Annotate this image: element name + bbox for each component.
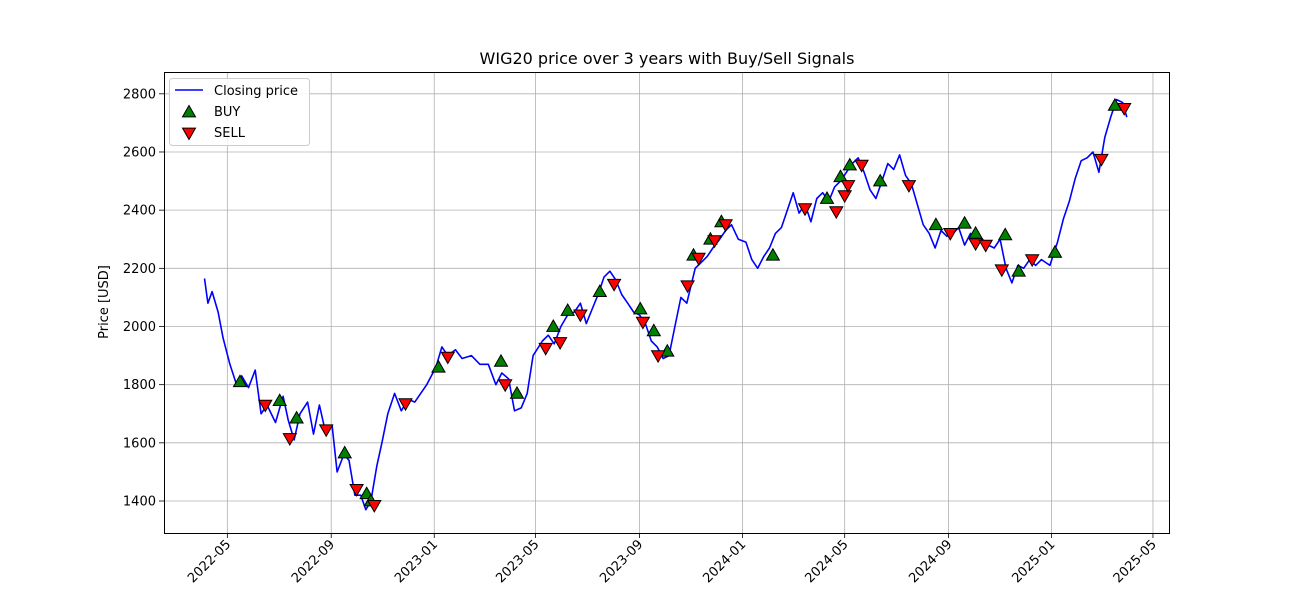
legend-box [169, 78, 310, 146]
sell-marker [635, 316, 651, 330]
buy-marker [1011, 263, 1027, 277]
sell-marker [840, 180, 856, 193]
series-layer [203, 98, 1128, 511]
x-tick-label: 2023-09 [597, 537, 646, 586]
sell-marker [282, 433, 298, 447]
y-tick-label: 2000 [123, 320, 156, 335]
legend: Closing price BUY SELL [169, 78, 310, 146]
sell-marker [994, 264, 1010, 278]
sell-marker [901, 180, 917, 193]
legend-label-closing-price: Closing price [214, 84, 298, 99]
buy-marker [272, 393, 288, 406]
sell-marker [1094, 153, 1109, 167]
buy-marker [289, 410, 304, 424]
sell-marker [366, 500, 382, 513]
sell-marker [552, 337, 568, 351]
plot-frame [164, 72, 1170, 534]
buy-marker [997, 227, 1013, 241]
sell-marker [440, 351, 456, 365]
sell-marker [797, 203, 813, 217]
sell-marker [691, 252, 706, 266]
y-tick-label: 2200 [123, 262, 156, 277]
buy-marker [819, 190, 835, 204]
buy-marker [928, 217, 944, 231]
axis-ticks: 2022-05 2022-09 2023-01 2023-05 2023-09 2024-… [123, 87, 1160, 586]
sell-marker [398, 398, 413, 412]
buy-marker [232, 374, 248, 388]
buy-marker [509, 385, 525, 399]
legend-label-buy: BUY [214, 105, 240, 120]
x-tick-label: 2025-05 [1111, 537, 1160, 586]
buy-marker [545, 318, 561, 332]
buy-marker [592, 284, 608, 297]
x-tick-label: 2024-05 [803, 537, 852, 586]
sell-marker [828, 206, 844, 220]
legend-buy-swatch [181, 104, 197, 118]
x-tick-label: 2025-01 [1009, 537, 1058, 586]
sell-marker [942, 228, 958, 241]
sell-marker [837, 190, 853, 204]
grid-lines [164, 72, 1169, 533]
y-tick-label: 2600 [123, 145, 156, 160]
x-tick-label: 2022-05 [185, 537, 234, 586]
sell-marker [718, 219, 733, 233]
sell-marker [707, 235, 722, 249]
sell-marker [606, 278, 622, 292]
buy-marker [833, 169, 848, 183]
x-tick-label: 2022-09 [289, 537, 338, 586]
y-tick-label: 1400 [123, 495, 156, 510]
buy-marker [646, 323, 662, 337]
x-tick-label: 2024-09 [906, 537, 955, 586]
closing-price-line [203, 98, 1128, 511]
sell-marker [968, 238, 983, 252]
sell-marker [650, 350, 666, 364]
sell-marker [349, 484, 364, 497]
x-tick-label: 2023-01 [392, 537, 441, 586]
buy-marker [560, 302, 576, 316]
legend-label-sell: SELL [214, 126, 246, 141]
buy-marker [765, 247, 781, 261]
y-tick-label: 1600 [123, 436, 156, 451]
sell-marker [257, 399, 273, 413]
y-tick-label: 1800 [123, 378, 156, 393]
signal-markers [232, 97, 1132, 513]
y-tick-label: 2800 [123, 87, 156, 102]
buy-marker [493, 353, 509, 367]
sell-marker [978, 239, 994, 253]
buy-marker [872, 173, 888, 187]
sell-marker [497, 379, 513, 393]
sell-marker [680, 280, 695, 294]
sell-marker [854, 159, 869, 173]
sell-marker [1116, 103, 1132, 116]
chart-title: WIG20 price over 3 years with Buy/Sell S… [480, 49, 855, 68]
buy-marker [431, 359, 446, 373]
buy-marker [842, 157, 858, 171]
legend-sell-swatch [181, 127, 197, 141]
y-axis-label: Price [USD] [97, 265, 112, 339]
y-tick-label: 2400 [123, 204, 156, 219]
buy-marker [968, 225, 983, 239]
buy-marker [957, 215, 972, 229]
sell-marker [538, 342, 554, 356]
buy-marker [337, 445, 353, 459]
buy-marker [632, 301, 648, 315]
sell-marker [318, 424, 334, 438]
x-tick-label: 2024-01 [700, 537, 749, 586]
sell-marker [573, 309, 588, 323]
buy-marker [1047, 244, 1063, 258]
sell-marker [1024, 254, 1040, 268]
x-tick-label: 2023-05 [493, 537, 542, 586]
